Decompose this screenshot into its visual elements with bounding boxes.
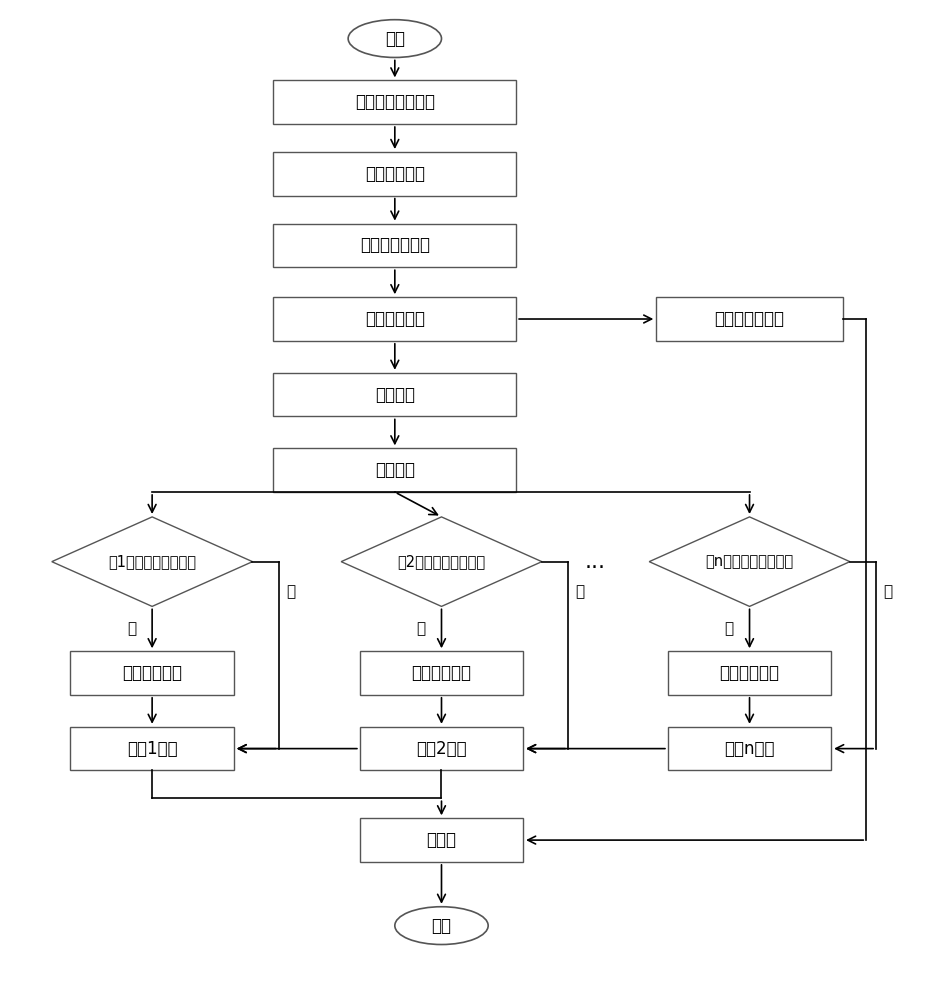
Text: 是: 是 <box>286 584 295 599</box>
Text: 评价指标选取: 评价指标选取 <box>365 165 424 183</box>
Text: 结果n输出: 结果n输出 <box>724 740 775 758</box>
Text: ...: ... <box>585 552 606 572</box>
Bar <box>273 373 516 416</box>
Text: 参数校正程序: 参数校正程序 <box>719 664 779 682</box>
Bar <box>360 651 523 695</box>
Text: 赋权重: 赋权重 <box>426 831 456 849</box>
Bar <box>273 152 516 196</box>
Text: 仿真运行: 仿真运行 <box>375 461 415 479</box>
Text: 路1是否满足精度要求: 路1是否满足精度要求 <box>108 554 196 569</box>
Text: 各路段权重计算: 各路段权重计算 <box>715 310 784 328</box>
Bar <box>70 727 234 770</box>
Bar <box>273 448 516 492</box>
Text: 结束: 结束 <box>432 917 452 935</box>
Text: 确定参数校正目标: 确定参数校正目标 <box>355 93 435 111</box>
Ellipse shape <box>394 907 488 945</box>
Bar <box>360 818 523 862</box>
Bar <box>273 224 516 267</box>
Text: 路2是否满足精度要求: 路2是否满足精度要求 <box>397 554 485 569</box>
Text: 路n是否满足精度要求: 路n是否满足精度要求 <box>705 554 793 569</box>
Bar <box>70 651 234 695</box>
Polygon shape <box>52 517 253 606</box>
Text: 是: 是 <box>884 584 893 599</box>
Polygon shape <box>341 517 542 606</box>
Text: 参数校正程序: 参数校正程序 <box>411 664 471 682</box>
Bar <box>656 297 843 341</box>
Text: 参数校正程序: 参数校正程序 <box>122 664 182 682</box>
Text: 是: 是 <box>576 584 585 599</box>
Text: 否: 否 <box>416 621 425 636</box>
Text: 待校正参数选取: 待校正参数选取 <box>360 236 430 254</box>
Text: 路网建模: 路网建模 <box>375 386 415 404</box>
Text: 实际数据采集: 实际数据采集 <box>365 310 424 328</box>
Ellipse shape <box>348 20 441 57</box>
Bar <box>668 651 831 695</box>
Text: 否: 否 <box>724 621 733 636</box>
Text: 开始: 开始 <box>385 30 405 48</box>
Bar <box>273 80 516 124</box>
Polygon shape <box>649 517 850 606</box>
Text: 结果2输出: 结果2输出 <box>416 740 467 758</box>
Text: 否: 否 <box>127 621 136 636</box>
Bar <box>360 727 523 770</box>
Bar <box>273 297 516 341</box>
Text: 结果1输出: 结果1输出 <box>127 740 177 758</box>
Bar <box>668 727 831 770</box>
